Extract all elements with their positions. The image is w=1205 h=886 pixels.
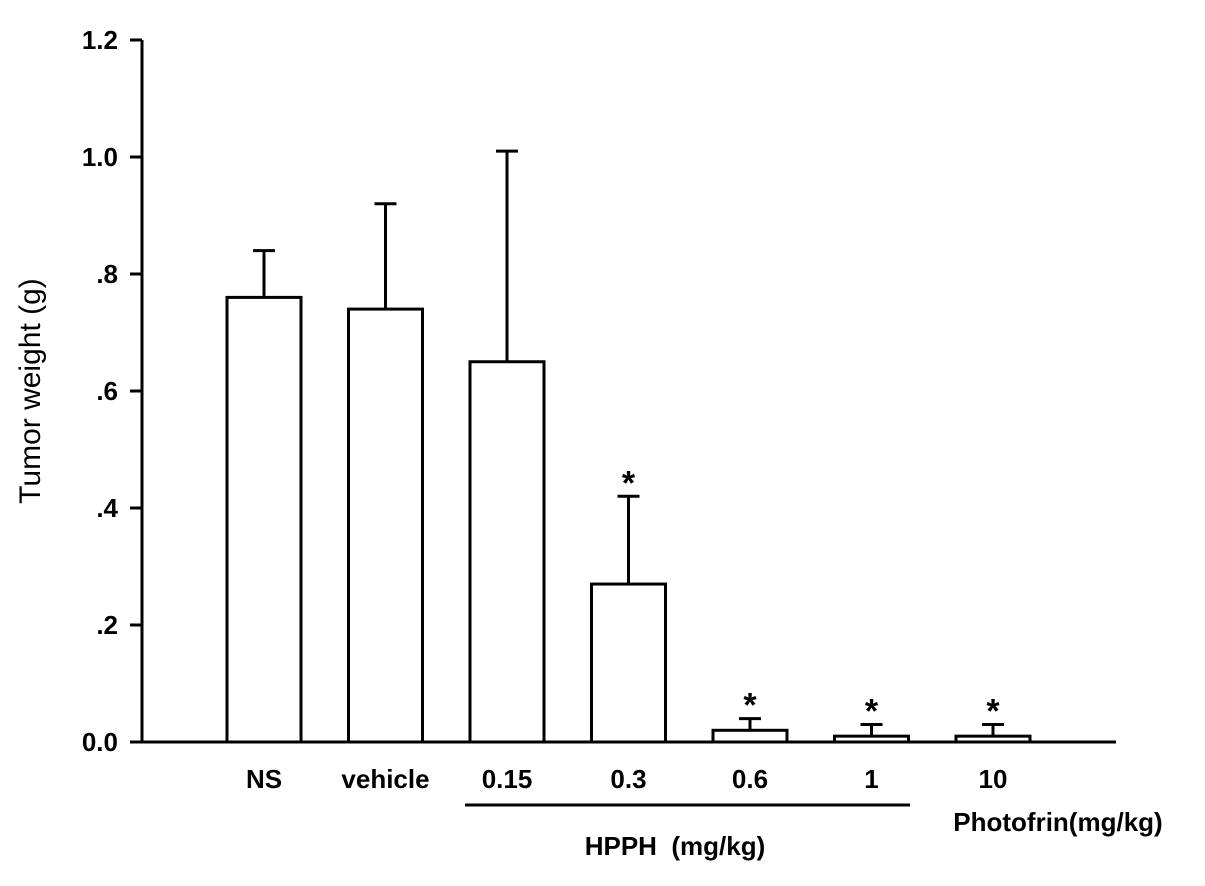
y-tick-label: .4	[96, 493, 118, 523]
bar	[954, 734, 1032, 744]
bar	[468, 360, 546, 744]
significance-star: *	[986, 692, 1000, 730]
y-ticks: 0.0 .2 .4 .6 .8 1.0 1.2	[82, 25, 142, 757]
y-tick-label: .8	[96, 259, 118, 289]
y-tick-label: .6	[96, 376, 118, 406]
y-axis-label: Tumor weight (g)	[14, 278, 47, 504]
y-tick-label: .2	[96, 610, 118, 640]
x-tick-label: 1	[864, 764, 878, 794]
hpph-group-label: HPPH (mg/kg)	[585, 831, 766, 861]
error-bars	[253, 149, 1004, 737]
bar	[833, 734, 910, 744]
x-tick-label: NS	[246, 764, 282, 794]
bar	[590, 582, 667, 744]
y-tick-label: 1.0	[82, 142, 118, 172]
bar	[225, 295, 303, 744]
x-tick-label: 10	[979, 764, 1008, 794]
y-tick-label: 0.0	[82, 727, 118, 757]
significance-markers: * * * *	[622, 464, 1001, 730]
y-tick-label: 1.2	[82, 25, 118, 55]
bar	[711, 728, 789, 744]
bar	[347, 307, 424, 744]
significance-star: *	[622, 464, 636, 502]
x-tick-labels: NS vehicle 0.15 0.3 0.6 1 10	[246, 764, 1008, 794]
bars	[225, 295, 1032, 744]
significance-star: *	[865, 692, 879, 730]
x-tick-label: vehicle	[341, 764, 429, 794]
x-tick-label: 0.3	[610, 764, 646, 794]
x-tick-label: 0.15	[482, 764, 533, 794]
photofrin-group-label: Photofrin(mg/kg)	[953, 807, 1162, 837]
x-tick-label: 0.6	[732, 764, 768, 794]
significance-star: *	[743, 687, 757, 725]
